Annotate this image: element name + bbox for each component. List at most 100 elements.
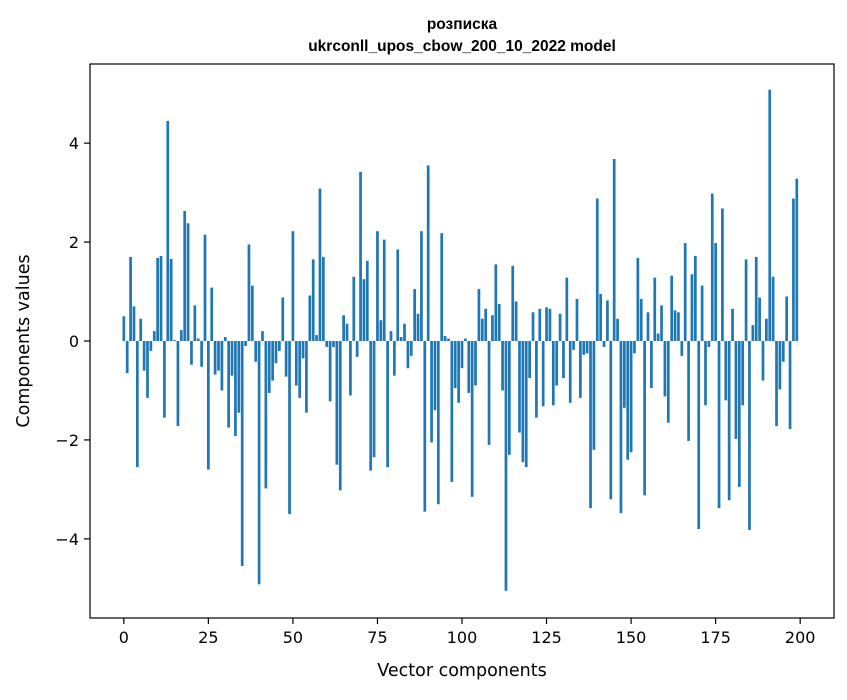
bar (244, 341, 247, 346)
bar (362, 279, 366, 341)
bar (717, 341, 721, 509)
bar (443, 336, 447, 341)
bar (213, 341, 217, 375)
bar (240, 341, 244, 567)
bar (602, 341, 606, 347)
bar (677, 312, 680, 341)
bar (122, 316, 126, 341)
bar (301, 341, 305, 359)
bar (565, 277, 569, 341)
bar (697, 341, 701, 529)
bar (254, 341, 258, 362)
bar (497, 303, 501, 341)
bar (450, 341, 454, 482)
bar (230, 341, 234, 376)
bar (325, 341, 329, 347)
bar (511, 265, 515, 341)
bar (321, 256, 325, 341)
bar (714, 243, 717, 341)
bar (125, 341, 129, 374)
bar (518, 341, 521, 433)
bar (217, 341, 220, 371)
y-axis-label: Components values (14, 254, 34, 427)
bar (183, 210, 187, 341)
bar (420, 231, 423, 341)
bar (335, 341, 339, 465)
bar (541, 341, 545, 407)
bar (135, 341, 139, 468)
bar (382, 239, 386, 341)
bar (261, 331, 264, 341)
bar (426, 165, 430, 341)
bar (470, 341, 474, 497)
bar (741, 341, 745, 406)
bar (700, 285, 704, 341)
bar (487, 341, 491, 445)
bar (538, 308, 542, 341)
bar (609, 341, 613, 500)
bar (480, 318, 484, 341)
bar (315, 335, 318, 341)
bar (595, 198, 599, 341)
bar (132, 306, 136, 342)
bar (349, 341, 352, 396)
bar (457, 341, 460, 403)
bar (433, 341, 437, 411)
bar (507, 341, 511, 455)
bar (758, 297, 761, 341)
bar (643, 341, 646, 496)
x-axis-label: Vector components (377, 661, 546, 681)
bar (409, 341, 413, 356)
bar (524, 341, 528, 468)
bar (765, 318, 768, 341)
bar (413, 289, 417, 341)
chart-title: розписка (427, 16, 498, 33)
bar (751, 325, 755, 341)
x-tick-label: 75 (367, 628, 387, 647)
bar (311, 259, 315, 341)
bar (227, 341, 231, 428)
x-tick-label: 100 (447, 628, 478, 647)
bar (768, 89, 772, 341)
bar (179, 330, 183, 341)
bar (582, 341, 586, 355)
bar (396, 249, 400, 341)
bar (393, 341, 396, 376)
bars-group (122, 89, 799, 591)
bar (365, 260, 369, 341)
bar (406, 341, 410, 369)
bar (447, 338, 450, 341)
chart-subtitle: ukrconll_upos_cbow_200_10_2022 model (308, 38, 616, 55)
bar (771, 276, 775, 341)
bar (707, 341, 711, 347)
bar (592, 341, 596, 450)
bar (775, 341, 778, 427)
bar (379, 320, 383, 341)
bar (501, 341, 504, 391)
bar (785, 296, 789, 341)
bar (660, 305, 663, 341)
bar (453, 341, 457, 388)
x-tick-label: 125 (531, 628, 562, 647)
bar (562, 341, 565, 379)
bar (223, 337, 227, 341)
bar (220, 341, 224, 391)
y-tick-label: 0 (69, 332, 79, 351)
bar (271, 341, 274, 381)
bar (294, 341, 298, 386)
x-tick-label: 175 (700, 628, 731, 647)
bar (369, 341, 373, 471)
bar (612, 158, 616, 341)
bar (345, 323, 349, 341)
bar (207, 341, 210, 470)
bar (196, 338, 200, 341)
bar (636, 257, 640, 341)
bar (626, 341, 630, 460)
bar (264, 341, 268, 489)
bar (436, 341, 440, 505)
bar (156, 257, 159, 341)
y-axis-ticks: −4 −2 0 2 4 (55, 134, 90, 549)
bar (403, 323, 406, 341)
